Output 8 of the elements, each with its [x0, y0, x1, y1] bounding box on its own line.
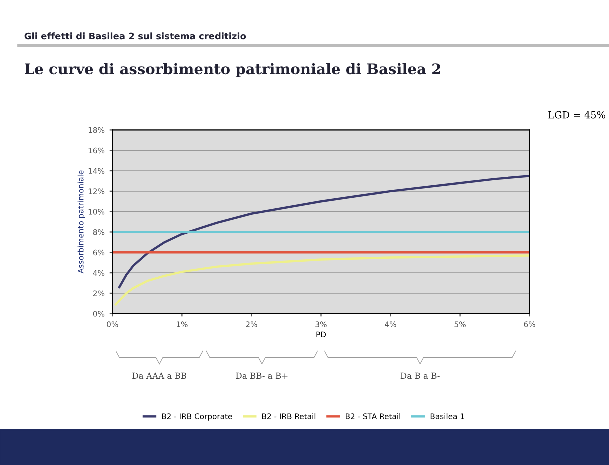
chart-title: Le curve di assorbimento patrimoniale di Basilea 2 [25, 63, 440, 78]
line-series [115, 254, 530, 306]
line-series [118, 175, 530, 288]
chart-subtitle: Gli effetti di Basilea 2 sul sistema creditizio [24, 32, 246, 40]
text: Da AAA a BB [132, 372, 187, 380]
text: Da B a B- [400, 372, 440, 380]
text: LGD = 45% [548, 111, 606, 119]
text: Da BB- a B+ [236, 372, 288, 380]
